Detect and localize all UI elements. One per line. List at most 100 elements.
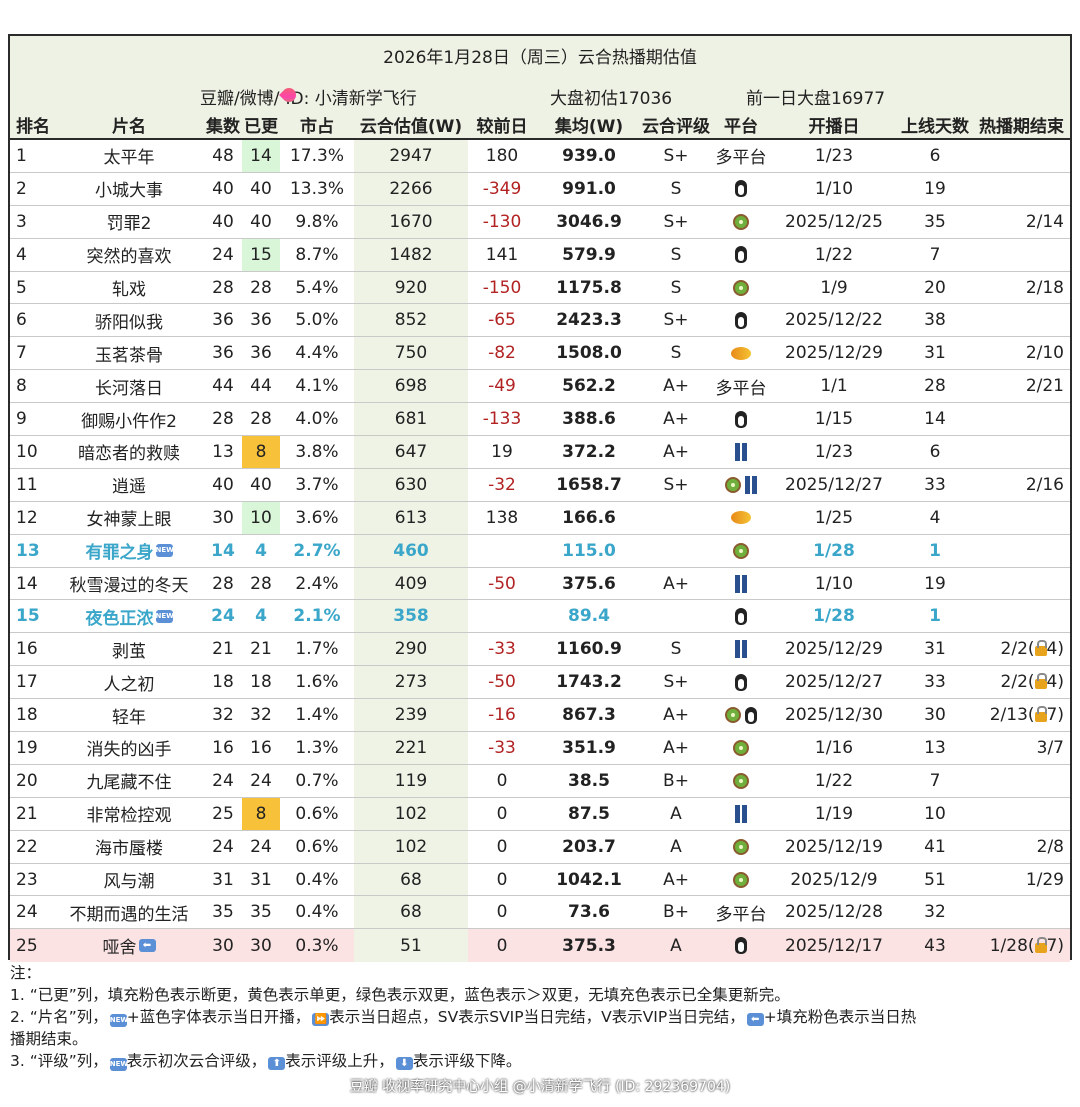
cell-start: 1/19 (814, 803, 854, 824)
cell-start: 1/25 (814, 507, 854, 528)
cell-days: 32 (924, 902, 946, 923)
source-info: 豆瓣/微博/ID: 小清新学飞行 (200, 84, 417, 109)
cell-rank: 6 (16, 310, 27, 331)
cell-days: 7 (929, 244, 941, 265)
cell-change: 0 (496, 869, 508, 890)
cell-value: 273 (354, 666, 468, 699)
cell-days: 38 (924, 310, 946, 331)
cell-eps: 21 (212, 639, 234, 660)
cell-platform (710, 502, 772, 534)
mango-icon (731, 346, 751, 360)
cell-avg: 991.0 (562, 178, 616, 199)
cell-start: 1/28 (813, 540, 855, 561)
table-row: 20 九尾藏不住 24 24 0.7% 119 0 38.5 B+ 1/22 7 (10, 764, 1070, 798)
cell-start: 1/10 (814, 573, 854, 594)
cell-days: 6 (929, 145, 941, 166)
cell-grade: A+ (663, 737, 689, 758)
cell-change: 19 (491, 441, 513, 462)
cell-rank: 2 (16, 178, 27, 199)
cell-start: 1/9 (820, 277, 848, 298)
end-icon: ⬅ (746, 1013, 764, 1026)
show-name: 御赐小仵作2 (81, 411, 177, 432)
show-name: 非常检控观 (86, 806, 172, 827)
cell-upd: 44 (250, 376, 272, 397)
platform-label: 多平台 (715, 904, 767, 925)
end-date: 3/7 (1036, 737, 1064, 758)
cell-grade: S (670, 277, 682, 298)
note-2-part: 2. “片名”列， (10, 1008, 108, 1026)
end-date: 2/10 (1025, 343, 1064, 364)
cell-platform (710, 436, 772, 468)
column-headers: 排名 片名 集数 已更 市占 云合估值(W) 较前日 集均(W) 云合评级 平台 开播日 上线天数 热播… (10, 110, 1070, 140)
cell-rank: 16 (16, 639, 38, 660)
cell-share: 1.3% (295, 737, 339, 758)
cell-days: 28 (924, 376, 946, 397)
table-row: 12 女神蒙上眼 30 10 3.6% 613 138 166.6 1/25 4 (10, 501, 1070, 535)
penguin-icon (735, 673, 747, 691)
cell-change: -150 (482, 277, 522, 298)
cell-change: 0 (496, 836, 508, 857)
cell-share: 4.0% (295, 409, 339, 430)
end-date: 2/8 (1036, 836, 1064, 857)
pants-icon (735, 442, 747, 461)
end-date: 2/2( (1000, 672, 1035, 693)
end-date: 2/18 (1025, 277, 1064, 298)
cell-avg: 579.9 (562, 244, 616, 265)
lock-icon (1034, 640, 1047, 657)
cell-upd: 40 (250, 178, 272, 199)
cell-platform (710, 732, 772, 764)
cell-rank: 13 (16, 540, 40, 561)
cell-eps: 14 (211, 540, 235, 561)
show-name: 剥茧 (112, 641, 146, 662)
cell-eps: 13 (212, 441, 234, 462)
cell-platform (710, 600, 772, 632)
cell-start: 2025/12/27 (785, 474, 883, 495)
cell-eps: 30 (212, 507, 234, 528)
cell-grade: S+ (663, 145, 689, 166)
cell-eps: 28 (212, 573, 234, 594)
table-row: 15 夜色正浓 NEW 24 4 2.1% 358 89.4 1/28 1 (10, 600, 1070, 634)
cell-name: 不期而遇的生活 (54, 896, 204, 928)
cell-grade: S (670, 343, 682, 364)
cell-change: 0 (496, 902, 508, 923)
cell-upd: 8 (242, 436, 280, 468)
cell-value: 290 (354, 633, 468, 666)
cell-share: 2.1% (293, 606, 341, 627)
cell-rank: 12 (16, 507, 38, 528)
table-row: 23 风与潮 31 31 0.4% 68 0 1042.1 A+ 2025/12/9 51 1/29 (10, 863, 1070, 897)
table-row: 17 人之初 18 18 1.6% 273 -50 1743.2 S+ 2025/12/27 33 2… (10, 666, 1070, 700)
note-2: 2. “片名”列， NEW+蓝色字体表示当日开播， ⏩ 表示当日超点，SV表示SVIP… (10, 1006, 1070, 1028)
show-name: 轧戏 (112, 280, 146, 300)
penguin-icon (735, 607, 747, 625)
cell-share: 0.4% (295, 902, 339, 923)
table-row: 1 太平年 48 14 17.3% 2947 180 939.0 S+ 多平台 1/23 6 (10, 140, 1070, 173)
cell-platform (710, 864, 772, 896)
cell-eps: 18 (212, 672, 234, 693)
initial-estimate: 大盘初估17036 (550, 89, 673, 109)
notes: 注： 1. “已更”列，填充粉色表示断更，黄色表示单更，绿色表示双更，蓝色表示＞… (10, 962, 1070, 1072)
cell-eps: 48 (212, 145, 234, 166)
show-name: 秋雪漫过的冬天 (69, 576, 189, 597)
penguin-icon (735, 311, 747, 329)
cell-change: -133 (482, 409, 522, 430)
cell-platform: 多平台 (710, 140, 772, 172)
kiwi-icon (733, 772, 749, 789)
cell-start: 1/15 (814, 409, 854, 430)
cell-start: 2025/12/29 (785, 343, 883, 364)
cell-start: 2025/12/17 (785, 935, 883, 956)
table-row: 7 玉茗茶骨 36 36 4.4% 750 -82 1508.0 S 2025/12/29 31 2/… (10, 337, 1070, 371)
cell-avg: 1160.9 (556, 639, 622, 660)
column-header: 集均(W) (554, 116, 624, 137)
new-icon: NEW (155, 544, 174, 558)
cell-eps: 25 (212, 803, 234, 824)
cell-start: 2025/12/28 (785, 902, 883, 923)
cell-days: 30 (924, 705, 946, 726)
cell-rank: 18 (16, 705, 38, 726)
kiwi-icon (733, 542, 749, 559)
cell-platform (710, 272, 772, 304)
cell-start: 2025/12/19 (785, 836, 883, 857)
cell-rank: 17 (16, 672, 38, 693)
cell-value: 630 (354, 468, 468, 501)
cell-change: -33 (488, 737, 516, 758)
cell-platform (710, 304, 772, 336)
